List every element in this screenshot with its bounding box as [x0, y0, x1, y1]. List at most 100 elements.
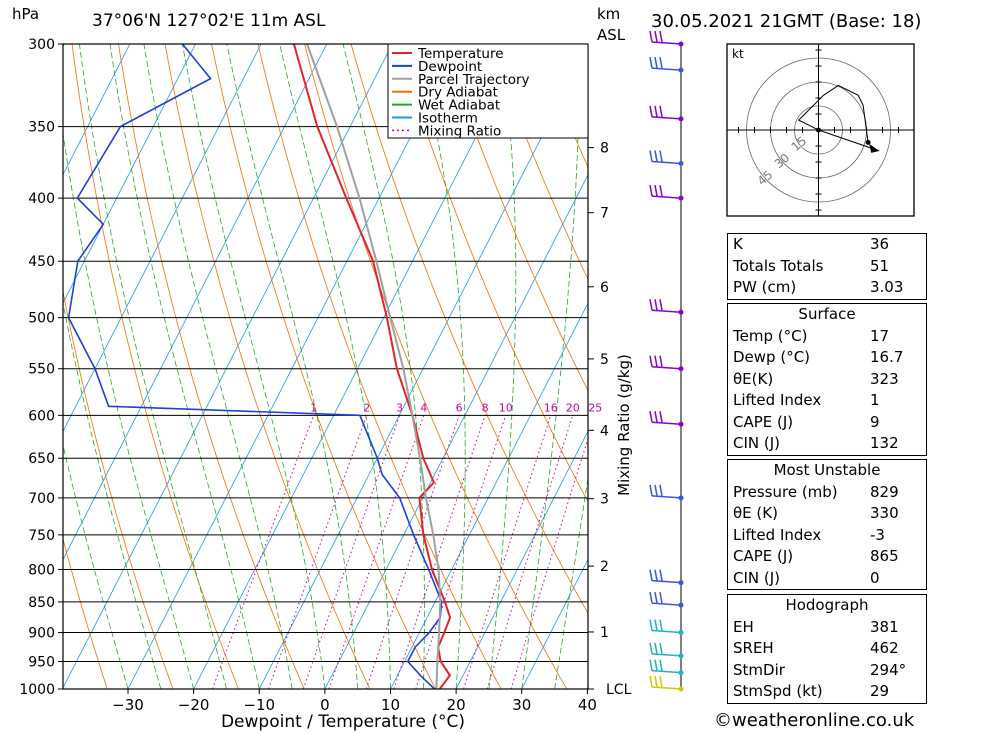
wind-barb-shaft — [651, 195, 682, 199]
wind-barb — [649, 675, 684, 692]
mixing-ratio-label: 3 — [396, 401, 403, 414]
wind-barb — [649, 659, 684, 676]
isotherm-line — [127, 44, 459, 689]
mixing-ratio-line — [415, 415, 507, 689]
wind-barb-dot — [678, 686, 684, 692]
dewpoint-line — [67, 44, 443, 689]
wind-barb-flag — [649, 30, 653, 43]
dry-adiabat-line — [490, 44, 588, 281]
plot-area — [63, 44, 1000, 689]
pressure-tick-label: 800 — [28, 562, 55, 578]
wind-barb-shaft — [651, 365, 682, 370]
mixing-ratio-line — [510, 436, 588, 689]
legend-label: Dry Adiabat — [418, 85, 498, 101]
wind-barb — [649, 484, 684, 501]
wind-barb — [649, 150, 684, 167]
wet-adiabat-line — [279, 44, 391, 689]
wet-adiabat-line — [79, 44, 227, 689]
km-tick-label: 6 — [600, 280, 609, 296]
surface-row: θE(K) 323 — [733, 369, 899, 388]
pressure-tick-label: 950 — [28, 655, 55, 671]
legend-label: Mixing Ratio — [418, 123, 501, 139]
mixing-ratio-line — [393, 415, 486, 689]
wind-barb-flag — [659, 484, 663, 497]
isotherm-line — [63, 44, 328, 561]
temperature-tick-label: 10 — [381, 696, 400, 714]
mixing-ratio-label: 2 — [363, 401, 370, 414]
wind-barb-dot — [678, 366, 684, 372]
most-unstable-title: Most Unstable — [773, 461, 881, 479]
mixing-ratio-label: 10 — [499, 401, 513, 414]
plot-frame — [62, 43, 589, 690]
km-tick-label: 3 — [600, 492, 609, 508]
isotherm-line — [390, 302, 588, 689]
wind-barb-flag — [654, 57, 658, 69]
dry-adiabat-line — [956, 44, 1000, 689]
wet-adiabat-line — [521, 44, 580, 689]
index-row: K 36 — [733, 235, 890, 253]
credit-text: ©weatheronline.co.uk — [714, 710, 915, 731]
km-tick-label: 4 — [600, 423, 609, 439]
pressure-tick-label: 750 — [28, 528, 55, 544]
wind-barb-flag — [654, 484, 658, 497]
wind-barb-dot — [678, 116, 684, 122]
most-unstable-row: θE (K) 330 — [733, 504, 899, 522]
wind-barb-flag — [659, 619, 663, 631]
wind-barb-flag — [659, 591, 663, 604]
wind-barb — [649, 57, 684, 73]
mixing-ratio-label: 20 — [566, 401, 580, 414]
wind-barb-flag — [659, 411, 663, 423]
wind-barb — [649, 619, 684, 636]
wind-barb-dot — [678, 421, 684, 427]
hodograph-row: EH 381 — [733, 617, 899, 636]
wet-adiabat-line — [417, 44, 466, 689]
dry-adiabat-line — [63, 537, 108, 689]
wind-barb-shaft — [651, 67, 682, 71]
pressure-tick-label: 300 — [28, 37, 55, 53]
km-tick-label: 7 — [600, 206, 609, 222]
isotherm-line — [63, 44, 262, 433]
wind-barb-dot — [678, 41, 684, 47]
asl-label: ASL — [597, 26, 626, 44]
wind-barb-flag — [654, 184, 658, 197]
mixing-ratio-label: 16 — [544, 401, 558, 414]
surface-title: Surface — [798, 305, 856, 323]
wind-barb-flag — [649, 411, 653, 423]
temperature-line — [292, 44, 452, 689]
indices-table: K 36 Totals Totals 51 PW (cm) 3.03 — [727, 233, 927, 300]
wind-barb-flag — [659, 30, 663, 43]
wind-barb-dot — [678, 67, 684, 73]
location-title: 37°06'N 127°02'E 11m ASL — [92, 11, 326, 31]
wet-adiabat-line — [63, 130, 194, 689]
wind-barb — [649, 411, 684, 427]
surface-row: Dewp (°C) 16.7 — [733, 348, 904, 366]
wind-barb — [649, 591, 684, 608]
wind-barb-dot — [678, 195, 684, 201]
temperature-tick-label: 0 — [320, 696, 330, 714]
wind-barb-shaft — [651, 602, 682, 606]
hodograph-end-dot — [865, 139, 871, 145]
temperature-tick-label: 30 — [512, 696, 531, 714]
wind-barb-shaft — [651, 686, 682, 690]
pressure-tick-label: 550 — [28, 362, 55, 378]
mixing-ratio-label: 25 — [588, 401, 602, 414]
wind-barb-dot — [678, 602, 684, 608]
isotherm-line — [63, 44, 131, 176]
hodograph-row: SREH 462 — [733, 639, 899, 657]
wet-adiabat-line — [554, 475, 588, 689]
dry-adiabat-line — [71, 44, 239, 689]
wind-barb-shaft — [651, 669, 682, 674]
mixing-ratio-label: 1 — [310, 401, 317, 414]
storm-motion-arrow — [818, 129, 880, 152]
mixing-ratio-axis-label: Mixing Ratio (g/kg) — [615, 354, 633, 496]
wind-barb-flag — [649, 619, 653, 631]
surface-row: Temp (°C) 17 — [733, 326, 890, 345]
wind-barb-flag — [654, 30, 658, 43]
wind-barb-flag — [649, 57, 653, 69]
wind-barb-flag — [649, 484, 653, 497]
mixing-ratio-line — [268, 415, 368, 689]
mixing-ratio-line — [486, 415, 574, 689]
wind-barb-flag — [659, 569, 663, 581]
dry-adiabat-line — [443, 44, 588, 392]
wind-barb-flag — [649, 642, 653, 654]
